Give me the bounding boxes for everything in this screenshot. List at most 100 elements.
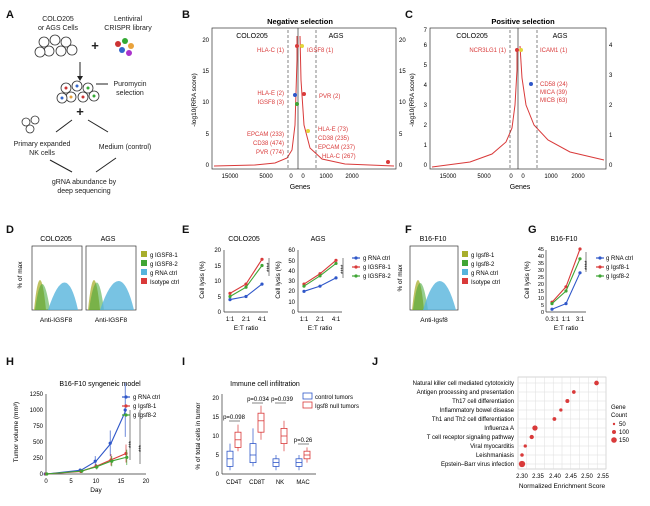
ytick: 10 [212, 434, 219, 440]
data-point [108, 441, 112, 445]
ytick: 5 [541, 303, 544, 309]
xtick: 15000 [440, 174, 457, 180]
series-line-g-igsf8-2 [229, 265, 263, 297]
xtick: 2.30 [516, 474, 528, 480]
panel-d-legend: g IGSF8-1 g IGSF8-2 g RNA ctrl Isotype c… [141, 251, 179, 286]
panel-e-chart1-title: COLO205 [228, 236, 260, 243]
panel-letter-g: G [528, 224, 537, 236]
panel-c-left-curve [431, 48, 518, 168]
gene-cd38-235: CD38 (235) [318, 136, 349, 142]
xtick: CD8T [249, 480, 265, 486]
gene-cd38-474: CD38 (474) [253, 141, 284, 147]
readout-label-1: gRNA abundance by [52, 179, 117, 186]
legend-label: g RNA ctrl [150, 271, 177, 277]
pathway-label: T cell receptor signaling pathway [427, 435, 514, 441]
panel-b-xticks: 15000 5000 0 0 1000 2000 [222, 174, 360, 180]
panel-g-lysis: B16-F10 Cell lysis (%) 0 5 10 15 20 25 3… [524, 236, 633, 332]
gene-icam1: ICAM1 (1) [540, 48, 567, 54]
enrichment-dot [559, 408, 563, 412]
panel-i-pvalues: p=0.098 p=0.034 p=0.039 p=0.26 [223, 397, 313, 445]
panel-i-title: Immune cell infiltration [230, 381, 300, 388]
legend-label: g IGSF8-2 [150, 262, 178, 268]
cell-cluster-icon [34, 34, 78, 58]
panel-d-hist1-title: COLO205 [40, 236, 72, 243]
ytick: 15 [212, 415, 219, 421]
data-point [318, 274, 322, 278]
panel-d-xlabel1: Anti-IGSF8 [40, 317, 73, 324]
panel-b-ylabel: -log10(RRA score) [191, 73, 198, 126]
legend-label: g Igsf8-2 [133, 413, 157, 419]
xtick: 0 [301, 174, 305, 180]
panel-b-right-curve [299, 35, 395, 167]
ytick: 20 [288, 289, 295, 295]
enrichment-dot [518, 460, 526, 468]
xtick: 2000 [571, 174, 585, 180]
panel-c-ylabel: -log10(RRA score) [409, 73, 416, 126]
data-point [564, 289, 568, 293]
panel-e-yticks-2: 0 10 20 30 40 50 60 [288, 248, 295, 316]
panel-i-yticks: 0 5 10 15 20 [212, 396, 219, 478]
ytick: 3 [424, 103, 428, 109]
legend-label: g RNA ctrl [133, 395, 160, 401]
medium-label: Medium (control) [99, 144, 152, 151]
panel-b-title: Negative selection [267, 17, 333, 26]
transduced-cells-icon [56, 80, 100, 104]
ytick: 4 [424, 83, 428, 89]
enrichment-dot [532, 425, 538, 431]
panel-i-boxes [226, 405, 311, 471]
nk-cells-icon [21, 115, 40, 134]
series-line-g-igsf8-1 [551, 248, 581, 303]
panel-b-left-label: COLO205 [236, 33, 268, 40]
ytick: 2 [609, 103, 613, 109]
xtick: CD4T [226, 480, 242, 486]
ytick: 5 [399, 132, 403, 138]
panel-c-right-yticks: 0 1 2 3 4 [609, 43, 613, 169]
xtick: 2.50 [581, 474, 593, 480]
arrow-2 [55, 119, 73, 133]
data-point [95, 465, 99, 469]
xtick: MAC [296, 480, 310, 486]
panel-c-right-genes: ICAM1 (1) CD58 (24) MICA (39) MICB (63) [540, 48, 568, 104]
panel-f-histogram: B16-F10 % of max Anti-Igsf8 g Igsf8-1 g … [397, 236, 500, 324]
ytick: 1000 [30, 408, 44, 414]
ytick: 10 [288, 300, 295, 306]
panel-c-left-yticks: 0 1 2 3 4 5 6 7 [424, 28, 428, 169]
panel-b-right-yticks: 0 5 10 15 20 [399, 38, 406, 169]
xtick: 5 [69, 479, 73, 485]
series-line-g-igsf8-1 [45, 453, 127, 475]
pvalue: p=0.098 [223, 415, 246, 421]
ytick: 0 [216, 472, 220, 478]
xtick: 1000 [544, 174, 558, 180]
data-point [45, 472, 49, 476]
ytick: 250 [33, 456, 44, 462]
data-point [564, 285, 568, 289]
data-point [110, 459, 114, 463]
gene-ncr3lg1: NCR3LG1 (1) [469, 48, 506, 54]
panel-d-histograms: COLO205 AGS % of max Anti-IGSF8 Anti-IGS… [17, 236, 179, 324]
legend-label: g Igsf8-2 [471, 262, 495, 268]
gene-igsf8-1: IGSF8 (1) [307, 48, 333, 54]
panel-b-right-genes: IGSF8 (1) PVR (2) HLA-E (73) CD38 (235) … [307, 48, 356, 160]
legend-label: g RNA ctrl [606, 256, 633, 262]
panel-c-xticks: 15000 5000 0 0 1000 2000 [440, 174, 586, 180]
data-point [578, 257, 582, 261]
selection-label-2: selection [116, 90, 144, 97]
data-point [578, 247, 582, 251]
pathway-label: Antigen processing and presentation [417, 390, 514, 396]
panel-g-sig: **** [585, 260, 591, 270]
ytick: 750 [33, 424, 44, 430]
data-point [302, 284, 306, 288]
panel-h-legend: g RNA ctrl g Igsf8-1 g Igsf8-2 [122, 395, 160, 419]
gene-epcam-233: EPCAM (233) [247, 132, 284, 138]
panel-j-xticks: 2.30 2.35 2.40 2.45 2.50 2.55 [516, 474, 609, 480]
ytick: 1 [609, 133, 613, 139]
size-legend-title-2: Count [611, 413, 627, 419]
gene-igsf8-3: IGSF8 (3) [258, 100, 284, 106]
panel-b-xlabel: Genes [290, 184, 311, 191]
xtick: 20 [143, 479, 150, 485]
data-point [228, 291, 232, 295]
panel-g-xlabel: E:T ratio [554, 325, 579, 332]
xtick: 1:1 [300, 317, 309, 323]
selection-label-1: Puromycin [113, 81, 146, 88]
